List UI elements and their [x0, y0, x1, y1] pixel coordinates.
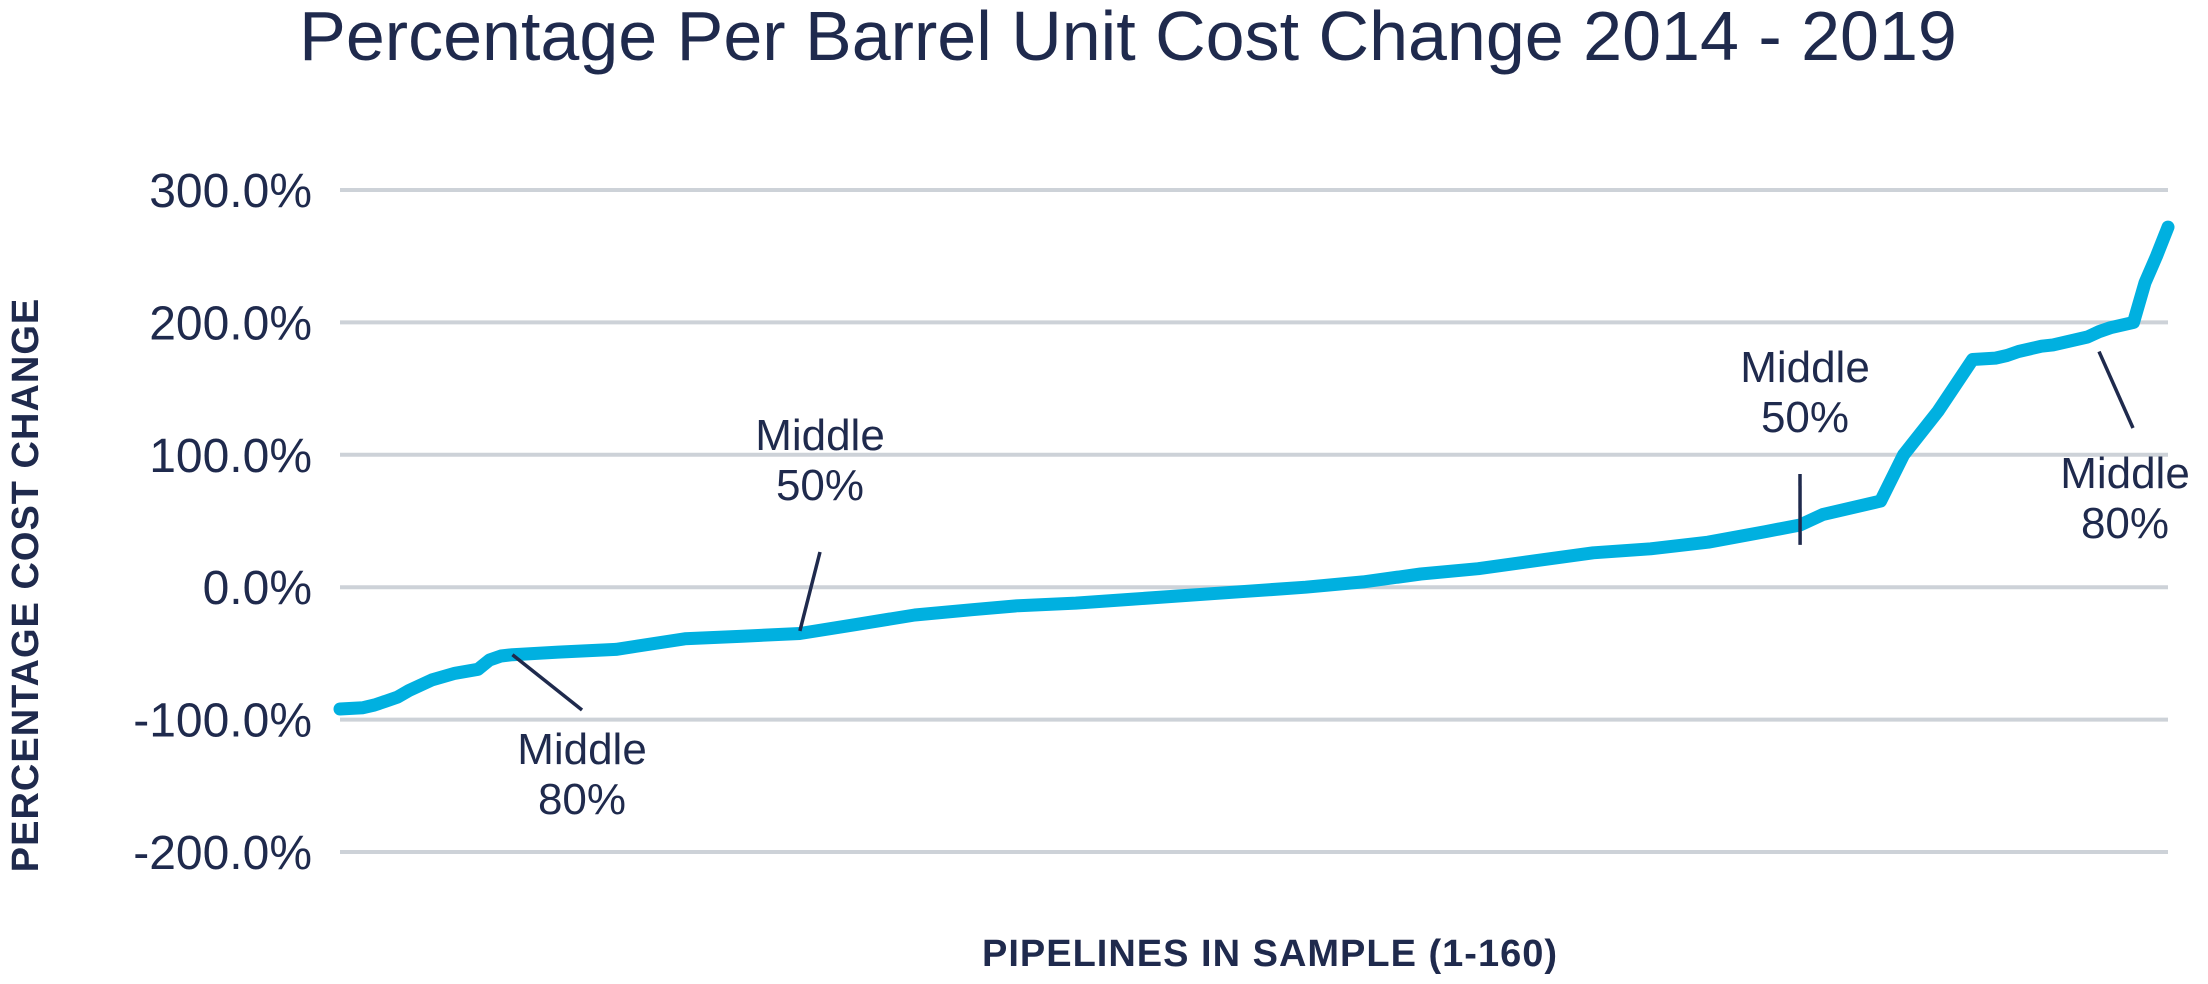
y-tick-label: -200.0% [133, 827, 312, 880]
y-tick-label: 100.0% [149, 430, 312, 483]
chart-title: Percentage Per Barrel Unit Cost Change 2… [299, 0, 1957, 75]
annotation-value: 50% [1761, 393, 1849, 442]
y-tick-label: -100.0% [133, 695, 312, 748]
annotation-label: Middle [755, 411, 885, 460]
annotation-leader [2097, 350, 2135, 429]
annotation-label: Middle [517, 725, 647, 774]
series-group [333, 220, 2175, 716]
series-line [333, 220, 2175, 716]
y-tick-label: 0.0% [203, 562, 312, 615]
annotation-value: 80% [2081, 499, 2169, 548]
y-axis-label: PERCENTAGE COST CHANGE [5, 298, 47, 872]
y-tick-label: 200.0% [149, 297, 312, 350]
y-tick-labels: 300.0% 200.0% 100.0% 0.0% -100.0% -200.0% [133, 165, 312, 880]
annotation-leader [511, 653, 584, 712]
gridlines [340, 188, 2168, 854]
x-axis-label: PIPELINES IN SAMPLE (1-160) [982, 933, 1558, 975]
annotation-label: Middle [1740, 343, 1870, 392]
annotation-label: Middle [2060, 449, 2190, 498]
annotation-value: 50% [776, 461, 864, 510]
annotation-value: 80% [538, 775, 626, 824]
y-tick-label: 300.0% [149, 165, 312, 218]
annotation-leader [798, 551, 822, 632]
